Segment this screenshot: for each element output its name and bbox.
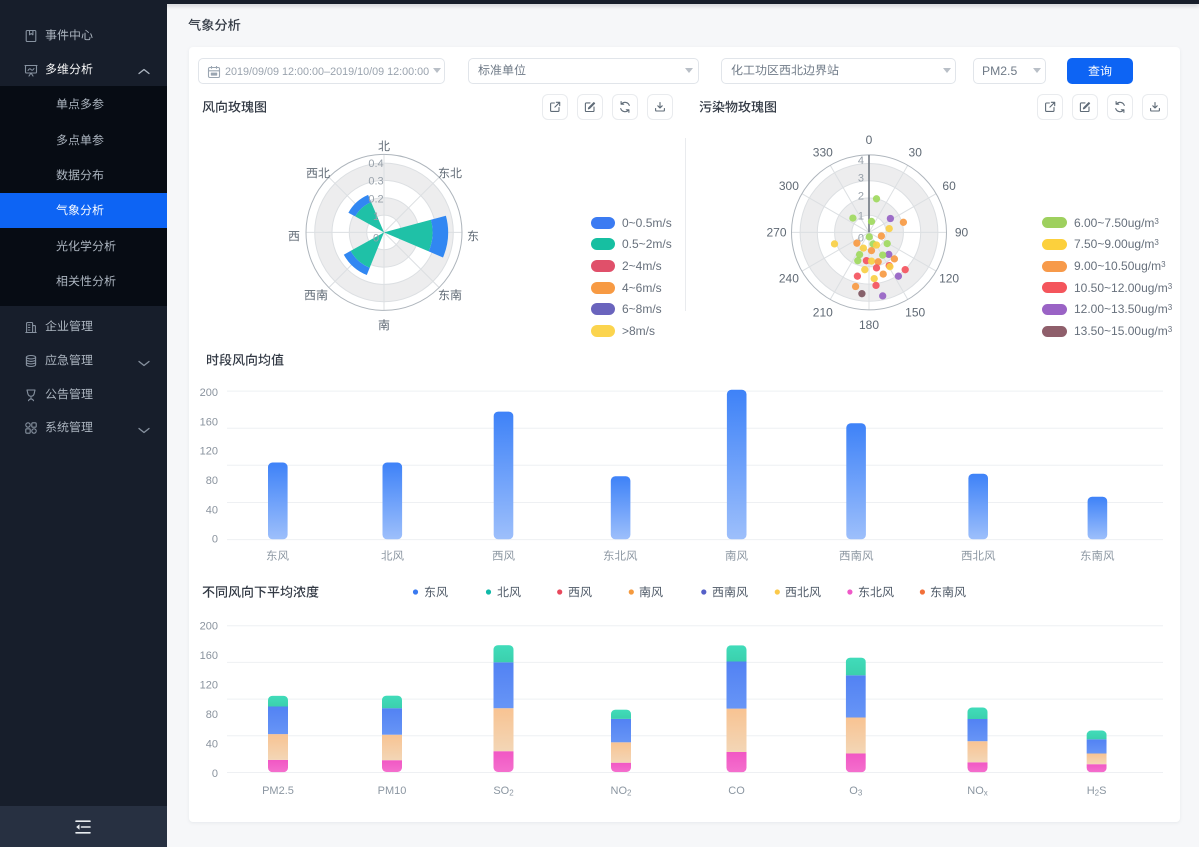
svg-text:0: 0 [212, 534, 218, 546]
svg-text:4: 4 [858, 155, 864, 167]
svg-text:80: 80 [206, 475, 218, 487]
svg-text:40: 40 [206, 504, 218, 516]
svg-text:200: 200 [200, 387, 218, 399]
svg-text:0: 0 [212, 768, 218, 780]
svg-text:O3: O3 [849, 785, 863, 798]
svg-text:60: 60 [942, 179, 956, 193]
svg-text:NO2: NO2 [611, 785, 633, 798]
svg-text:2: 2 [858, 190, 864, 202]
svg-text:1: 1 [373, 211, 379, 223]
svg-text:3: 3 [858, 173, 864, 185]
svg-text:200: 200 [200, 621, 218, 633]
svg-text:H2S: H2S [1087, 785, 1107, 798]
svg-text:PM2.5: PM2.5 [262, 785, 294, 797]
svg-text:PM10: PM10 [378, 785, 407, 797]
svg-text:120: 120 [200, 679, 218, 691]
svg-text:0.4: 0.4 [368, 158, 383, 170]
svg-text:0: 0 [858, 233, 864, 245]
svg-text:160: 160 [200, 650, 218, 662]
svg-text:300: 300 [779, 179, 799, 193]
svg-text:150: 150 [905, 306, 925, 320]
svg-text:1: 1 [858, 211, 864, 223]
svg-text:SO2: SO2 [493, 785, 514, 798]
svg-text:0.3: 0.3 [368, 175, 383, 187]
svg-text:90: 90 [955, 225, 969, 239]
svg-text:120: 120 [939, 272, 959, 286]
svg-text:CO: CO [728, 785, 745, 797]
svg-text:80: 80 [206, 709, 218, 721]
svg-text:240: 240 [779, 272, 799, 286]
svg-text:330: 330 [813, 145, 833, 159]
svg-text:30: 30 [909, 145, 923, 159]
svg-text:0: 0 [373, 232, 379, 244]
svg-text:160: 160 [200, 416, 218, 428]
svg-text:120: 120 [200, 446, 218, 458]
svg-text:270: 270 [766, 225, 786, 239]
svg-text:40: 40 [206, 738, 218, 750]
svg-text:210: 210 [813, 306, 833, 320]
svg-text:0: 0 [866, 133, 873, 147]
svg-text:180: 180 [859, 318, 879, 332]
svg-text:NOx: NOx [967, 785, 988, 798]
svg-text:0.2: 0.2 [368, 194, 383, 206]
